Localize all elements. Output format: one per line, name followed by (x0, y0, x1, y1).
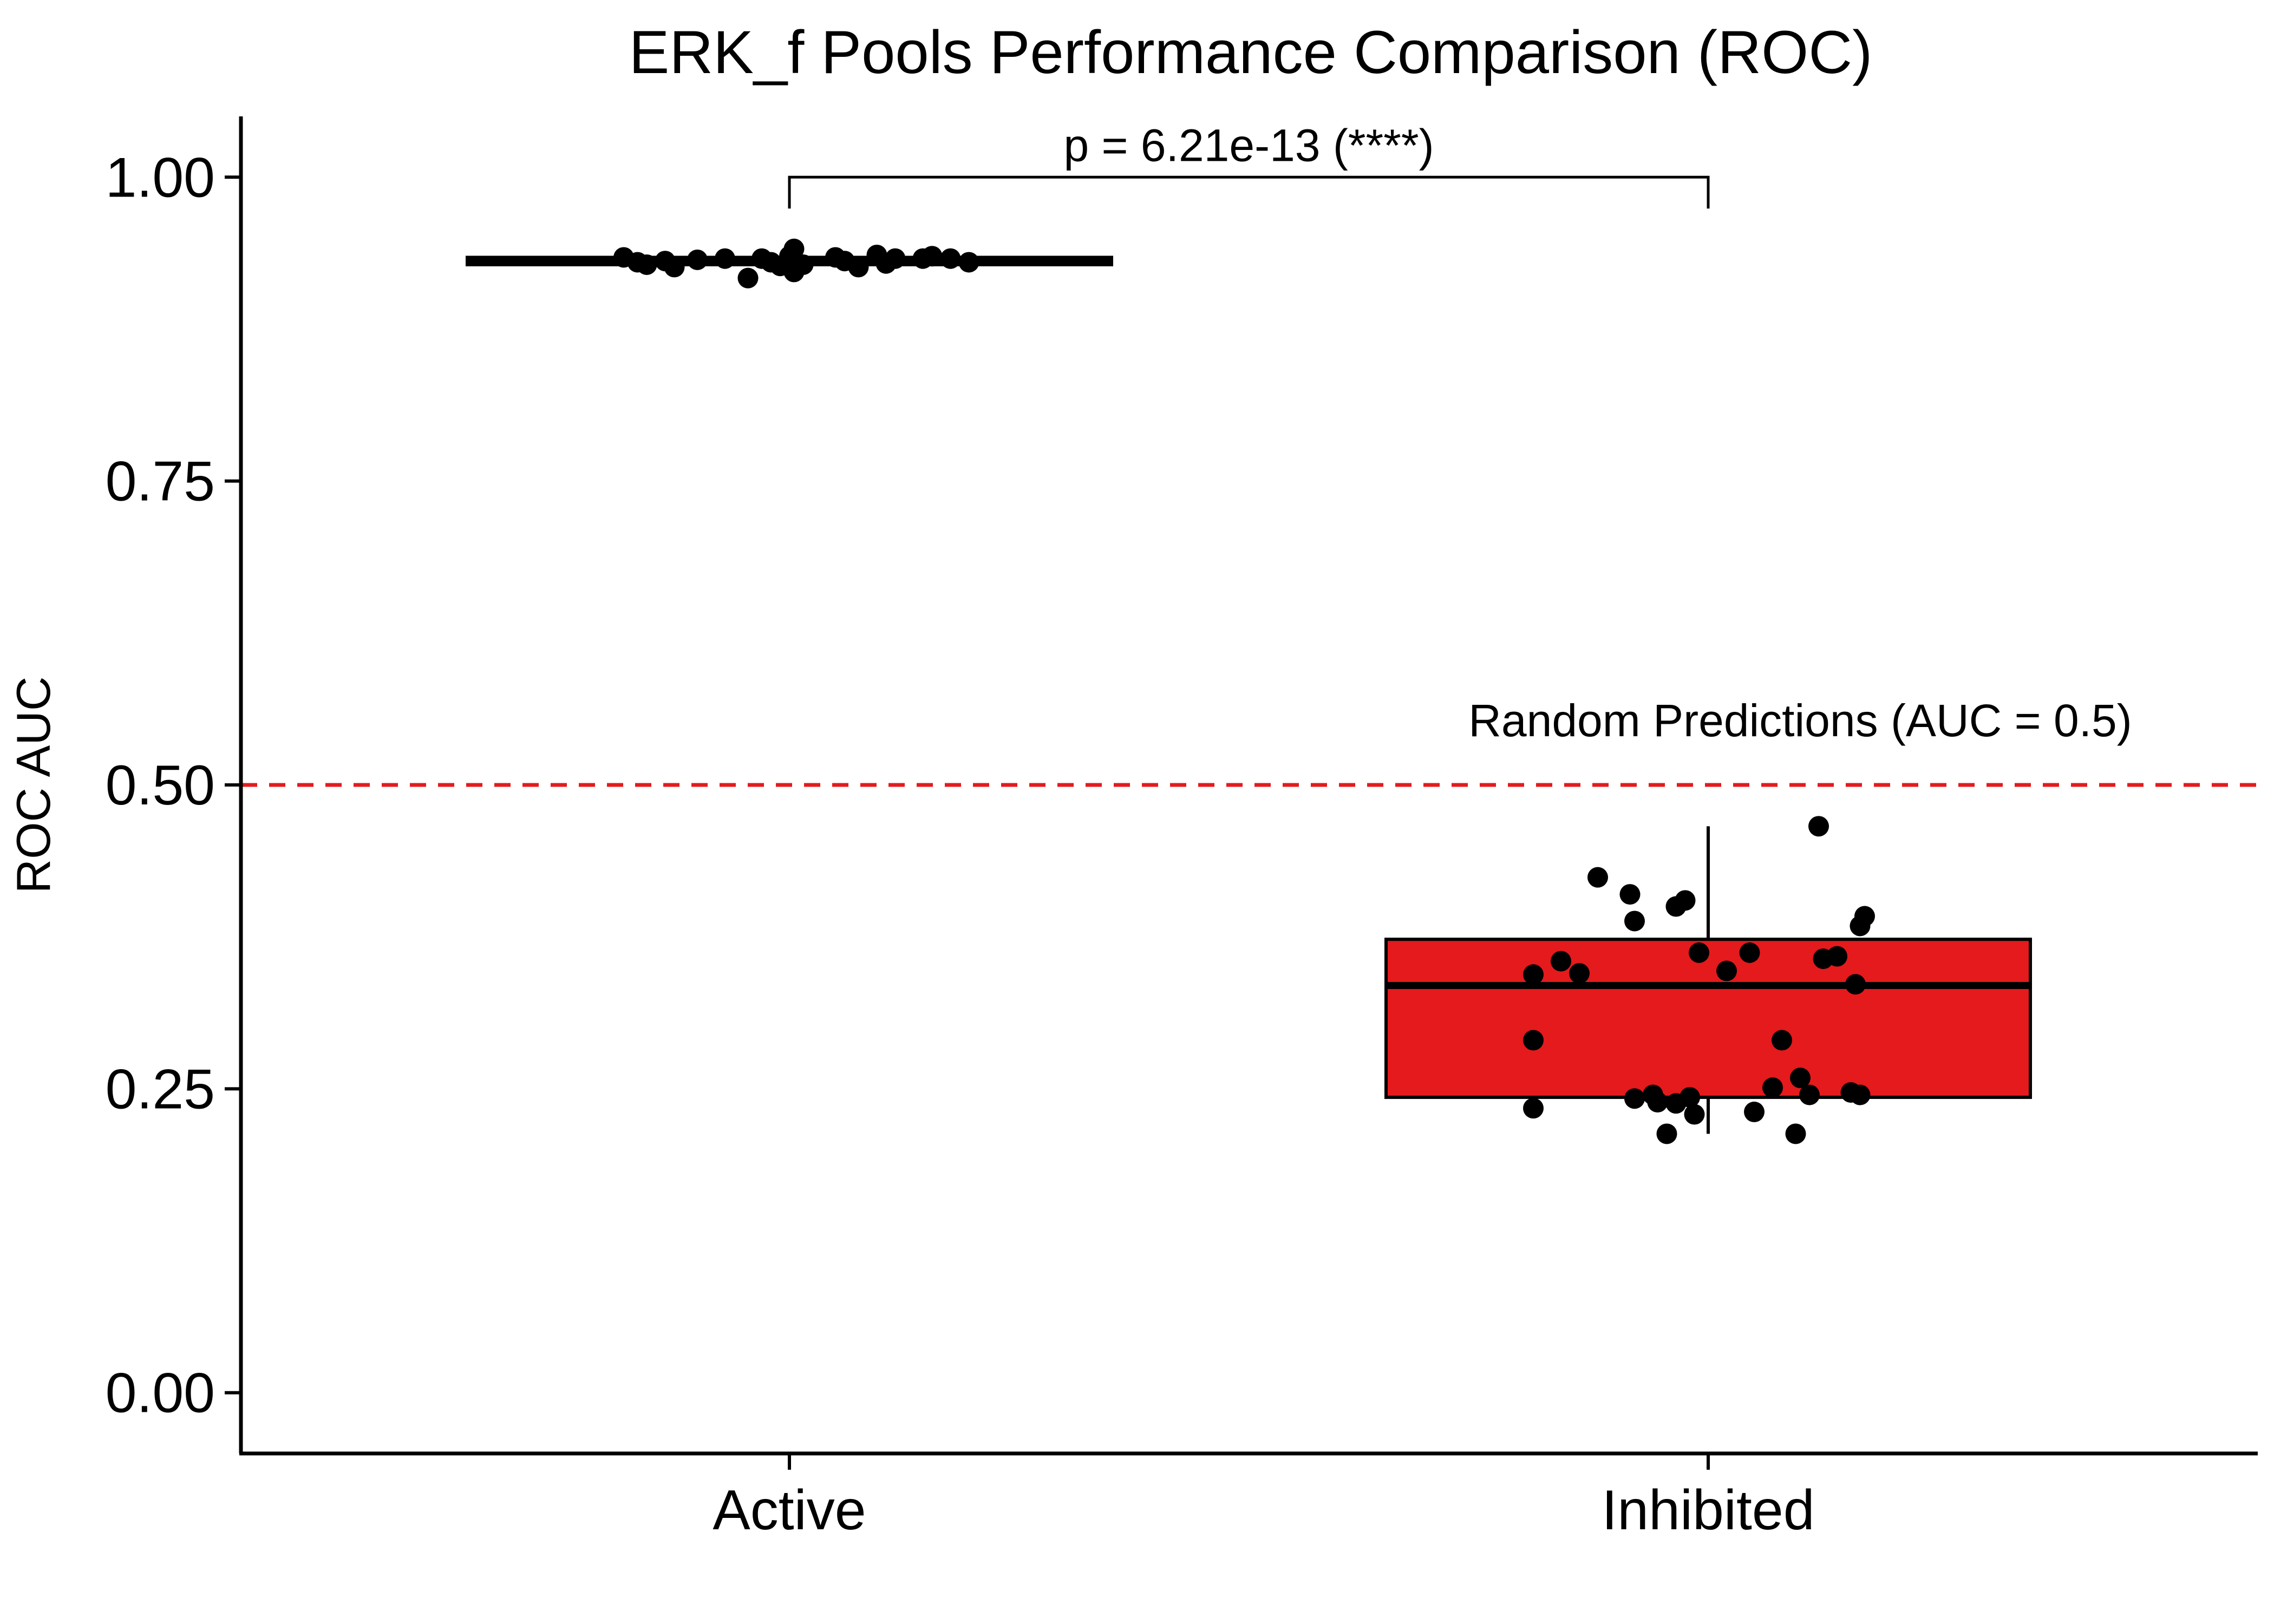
y-tick-label: 0.75 (106, 450, 215, 513)
data-point (848, 257, 869, 278)
data-point (1854, 906, 1875, 927)
data-point (1744, 1102, 1765, 1123)
data-point (1799, 1084, 1820, 1105)
data-point (1827, 946, 1847, 967)
chart-title: ERK_f Pools Performance Comparison (ROC) (629, 18, 1873, 86)
x-tick-label: Active (713, 1479, 866, 1542)
data-point (922, 246, 943, 267)
data-point (1739, 942, 1760, 963)
significance-label: p = 6.21e-13 (****) (1063, 120, 1434, 171)
data-point (1523, 1098, 1544, 1119)
data-point (1689, 942, 1709, 963)
data-point (958, 252, 979, 273)
y-axis-title: ROC AUC (6, 677, 60, 894)
data-point (1569, 963, 1590, 984)
data-point (1656, 1123, 1677, 1144)
data-point (1790, 1068, 1811, 1089)
significance-bracket (788, 175, 1710, 209)
y-tick-label: 0.50 (106, 754, 215, 817)
data-point (1716, 960, 1737, 981)
data-point (1551, 951, 1571, 972)
data-point (1624, 1088, 1645, 1109)
data-point (1762, 1077, 1783, 1098)
data-point (1684, 1104, 1705, 1125)
data-point (1850, 1084, 1871, 1105)
data-point (715, 248, 735, 269)
data-point (1675, 890, 1696, 911)
data-point (1587, 867, 1608, 888)
data-point (1808, 816, 1829, 837)
data-point (1785, 1123, 1806, 1144)
box-iqr (1384, 938, 2032, 1099)
data-point (1845, 974, 1866, 995)
x-axis: Active Inhibited (239, 1451, 2258, 1542)
data-point (1624, 911, 1645, 932)
data-point (885, 248, 906, 269)
y-tick-label: 1.00 (106, 146, 215, 209)
data-point (1772, 1030, 1792, 1051)
data-point (1523, 964, 1544, 985)
plot-area (241, 175, 2258, 1144)
data-point (687, 249, 708, 270)
data-point (1523, 1030, 1544, 1051)
data-point (1680, 1087, 1700, 1108)
data-point (1619, 884, 1641, 905)
data-point (636, 254, 657, 275)
data-point (664, 257, 685, 278)
data-point (1647, 1092, 1668, 1113)
y-tick-label: 0.25 (106, 1058, 215, 1121)
y-axis: 0.00 0.25 0.50 0.75 1.00 (106, 116, 243, 1453)
data-point (793, 254, 814, 275)
y-tick-label: 0.00 (106, 1362, 215, 1425)
data-point (737, 267, 759, 289)
x-tick-label: Inhibited (1602, 1479, 1814, 1542)
data-point (783, 238, 805, 259)
box-inhibited (1384, 826, 2032, 1134)
data-point (940, 248, 961, 269)
reference-line-label: Random Predictions (AUC = 0.5) (1468, 695, 2132, 746)
